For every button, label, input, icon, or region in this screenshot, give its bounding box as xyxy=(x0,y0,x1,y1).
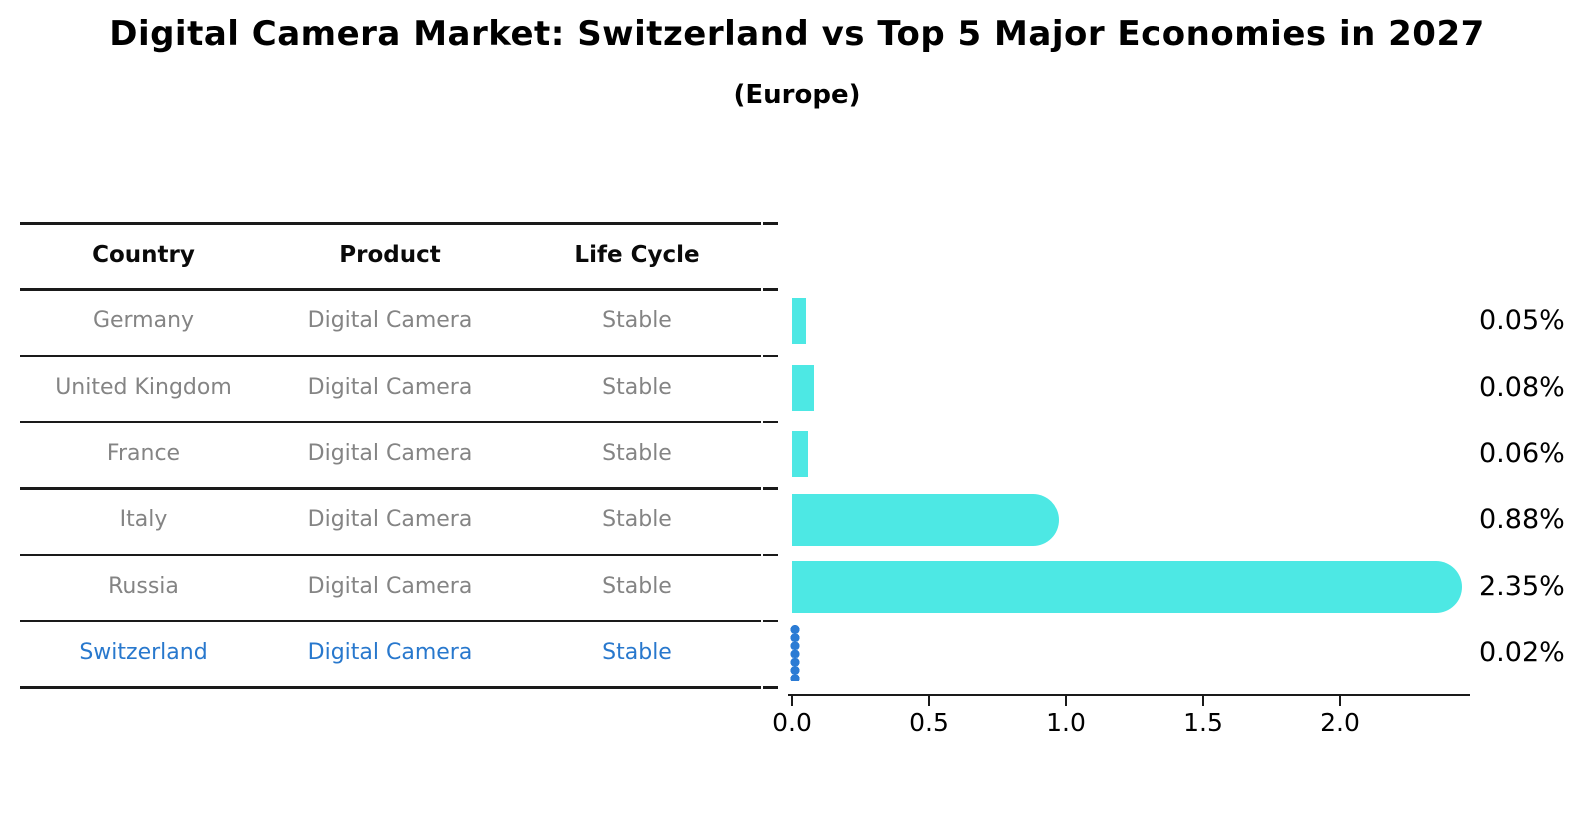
table-rule xyxy=(20,288,761,291)
table-cell-country: Switzerland xyxy=(79,639,208,665)
table-rule xyxy=(20,420,761,424)
table-rule xyxy=(20,222,761,225)
y-axis-tick xyxy=(763,354,778,358)
table-cell-country: United Kingdom xyxy=(55,374,232,400)
bar-germany xyxy=(792,298,806,345)
column-header-life_cycle: Life Cycle xyxy=(574,242,700,269)
bar-russia xyxy=(792,560,1462,613)
table-rule xyxy=(20,686,761,689)
table-rule xyxy=(20,487,761,490)
y-axis-tick xyxy=(763,619,778,623)
table-cell-product: Digital Camera xyxy=(307,374,473,400)
table-cell-country: Germany xyxy=(92,308,195,334)
bar-france xyxy=(792,431,809,478)
table-cell-life_cycle: Stable xyxy=(602,507,672,533)
column-header-product: Product xyxy=(339,242,441,269)
table-cell-product: Digital Camera xyxy=(307,507,473,533)
x-axis-line xyxy=(788,693,1470,696)
x-axis-tick xyxy=(927,693,931,706)
bar-switzerland xyxy=(790,624,800,681)
table-rule xyxy=(20,354,761,358)
table-cell-product: Digital Camera xyxy=(307,639,473,665)
table-cell-life_cycle: Stable xyxy=(602,308,672,334)
y-axis-tick xyxy=(763,686,778,689)
y-axis-tick xyxy=(763,553,778,556)
y-axis-tick xyxy=(763,222,778,225)
table-cell-country: Italy xyxy=(119,507,168,533)
column-header-country: Country xyxy=(92,242,195,269)
y-axis-tick xyxy=(763,288,778,291)
table-rule xyxy=(20,553,761,556)
x-axis-tick xyxy=(1064,693,1068,706)
x-axis-tick-label: 0.5 xyxy=(909,707,949,737)
y-axis-tick xyxy=(763,487,778,490)
table-cell-product: Digital Camera xyxy=(307,441,473,467)
x-axis-tick-label: 0.0 xyxy=(772,707,812,737)
bar-italy xyxy=(792,494,1060,547)
table-rule xyxy=(20,619,761,623)
bar-united-kingdom xyxy=(792,364,814,411)
table-cell-product: Digital Camera xyxy=(307,308,473,334)
table-cell-life_cycle: Stable xyxy=(602,374,672,400)
table-cell-life_cycle: Stable xyxy=(602,573,672,599)
bar-value-label: 0.06% xyxy=(1479,438,1565,470)
table-cell-country: France xyxy=(106,441,181,467)
bar-value-label: 0.08% xyxy=(1479,371,1565,403)
x-axis-tick-label: 1.5 xyxy=(1183,707,1223,737)
bar-value-label: 0.88% xyxy=(1479,504,1565,536)
table-cell-life_cycle: Stable xyxy=(602,639,672,665)
x-axis-tick xyxy=(1338,693,1342,706)
chart-title: Digital Camera Market: Switzerland vs To… xyxy=(109,14,1485,54)
bar-value-label: 0.02% xyxy=(1479,636,1565,668)
x-axis-tick-label: 1.0 xyxy=(1046,707,1086,737)
chart-subtitle: (Europe) xyxy=(733,80,861,110)
bar-value-label: 0.05% xyxy=(1479,305,1565,337)
table-cell-life_cycle: Stable xyxy=(602,441,672,467)
x-axis-tick-label: 2.0 xyxy=(1320,707,1360,737)
y-axis-tick xyxy=(763,420,778,424)
table-cell-product: Digital Camera xyxy=(307,573,473,599)
x-axis-tick xyxy=(1201,693,1205,706)
x-axis-tick xyxy=(790,693,794,706)
table-cell-country: Russia xyxy=(108,573,179,599)
bar-value-label: 2.35% xyxy=(1479,570,1565,602)
